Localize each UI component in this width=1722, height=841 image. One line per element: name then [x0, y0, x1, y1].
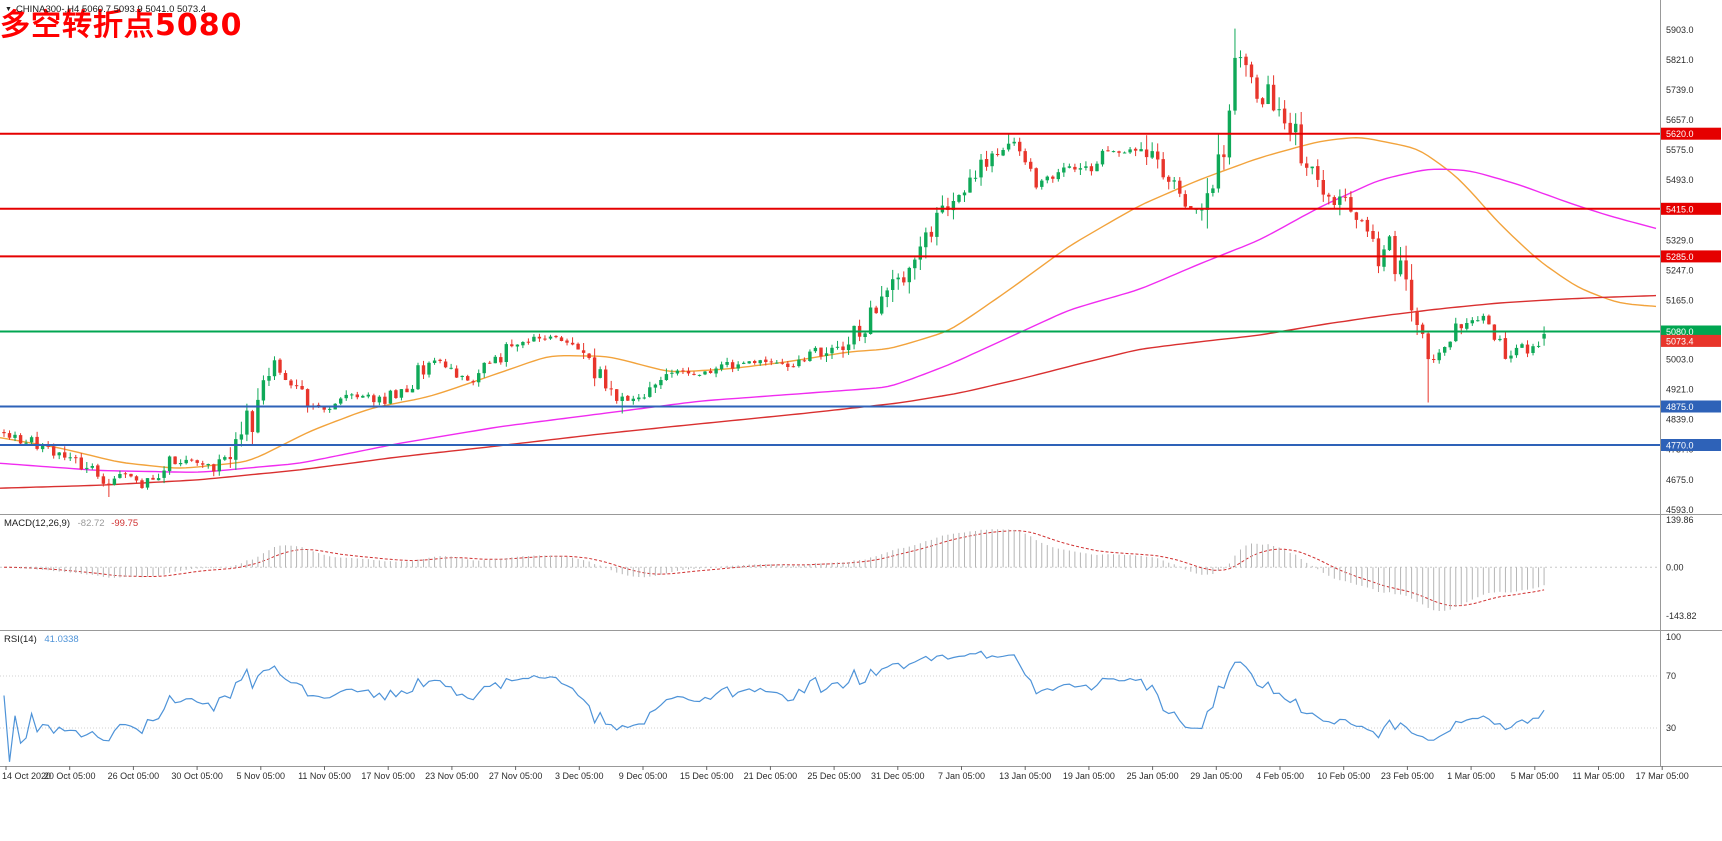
svg-text:5285.0: 5285.0 [1666, 252, 1694, 262]
svg-text:139.86: 139.86 [1666, 515, 1694, 525]
macd-signal-line [4, 530, 1545, 607]
svg-text:5 Nov 05:00: 5 Nov 05:00 [237, 771, 286, 781]
svg-text:0.00: 0.00 [1666, 562, 1684, 572]
svg-text:5247.0: 5247.0 [1666, 265, 1694, 275]
ma-mid-line [0, 168, 1657, 473]
macd-histogram [9, 529, 1545, 611]
ma-slow-line [0, 294, 1657, 489]
svg-text:5739.0: 5739.0 [1666, 85, 1694, 95]
pane-separators [0, 0, 1722, 767]
svg-text:17 Nov 05:00: 17 Nov 05:00 [361, 771, 415, 781]
level-price-tag[interactable]: 5620.0 [1661, 127, 1721, 140]
macd-indicator-label: MACD(12,26,9) -82.72 -99.75 [4, 518, 138, 529]
svg-text:5073.4: 5073.4 [1666, 336, 1694, 346]
svg-text:31 Dec 05:00: 31 Dec 05:00 [871, 771, 925, 781]
svg-text:-143.82: -143.82 [1666, 611, 1697, 621]
svg-text:9 Dec 05:00: 9 Dec 05:00 [619, 771, 668, 781]
current-price-tag[interactable]: 5073.4 [1661, 334, 1721, 347]
svg-text:25 Dec 05:00: 25 Dec 05:00 [807, 771, 861, 781]
level-price-tag[interactable]: 5415.0 [1661, 202, 1721, 215]
svg-text:5821.0: 5821.0 [1666, 55, 1694, 65]
rsi-indicator-label: RSI(14) 41.0338 [4, 634, 79, 645]
svg-text:26 Oct 05:00: 26 Oct 05:00 [108, 771, 160, 781]
svg-text:25 Jan 05:00: 25 Jan 05:00 [1127, 771, 1179, 781]
svg-text:19 Jan 05:00: 19 Jan 05:00 [1063, 771, 1115, 781]
svg-text:23 Nov 05:00: 23 Nov 05:00 [425, 771, 479, 781]
svg-text:5903.0: 5903.0 [1666, 25, 1694, 35]
svg-text:5657.0: 5657.0 [1666, 115, 1694, 125]
level-price-tag[interactable]: 5285.0 [1661, 250, 1721, 263]
svg-text:5575.0: 5575.0 [1666, 145, 1694, 155]
svg-text:4839.0: 4839.0 [1666, 415, 1694, 425]
svg-text:5329.0: 5329.0 [1666, 235, 1694, 245]
svg-text:15 Dec 05:00: 15 Dec 05:00 [680, 771, 734, 781]
svg-text:5003.0: 5003.0 [1666, 355, 1694, 365]
svg-text:11 Nov 05:00: 11 Nov 05:00 [298, 771, 351, 781]
candles-layer [2, 28, 1546, 497]
macd-name: MACD(12,26,9) [4, 518, 70, 529]
rsi-line [3, 650, 1545, 762]
svg-text:100: 100 [1666, 632, 1681, 642]
svg-text:11 Mar 05:00: 11 Mar 05:00 [1572, 771, 1624, 781]
svg-text:4 Feb 05:00: 4 Feb 05:00 [1256, 771, 1304, 781]
svg-text:10 Feb 05:00: 10 Feb 05:00 [1317, 771, 1370, 781]
svg-text:21 Dec 05:00: 21 Dec 05:00 [744, 771, 798, 781]
svg-text:5415.0: 5415.0 [1666, 204, 1694, 214]
svg-text:30 Oct 05:00: 30 Oct 05:00 [171, 771, 223, 781]
symbol-info-bar: ▼ CHINA300-,H4 5060.7 5093.9 5041.0 5073… [5, 4, 206, 15]
svg-text:20 Oct 05:00: 20 Oct 05:00 [44, 771, 96, 781]
svg-text:5165.0: 5165.0 [1666, 295, 1694, 305]
svg-text:4921.0: 4921.0 [1666, 385, 1694, 395]
svg-text:23 Feb 05:00: 23 Feb 05:00 [1381, 771, 1434, 781]
svg-text:27 Nov 05:00: 27 Nov 05:00 [489, 771, 543, 781]
svg-text:13 Jan 05:00: 13 Jan 05:00 [999, 771, 1051, 781]
svg-text:5620.0: 5620.0 [1666, 129, 1694, 139]
svg-text:5 Mar 05:00: 5 Mar 05:00 [1511, 771, 1559, 781]
svg-text:30: 30 [1666, 723, 1676, 733]
svg-text:5493.0: 5493.0 [1666, 175, 1694, 185]
svg-text:3 Dec 05:00: 3 Dec 05:00 [555, 771, 604, 781]
macd-signal-value: -99.75 [111, 518, 139, 529]
macd-main-value: -82.72 [77, 518, 105, 529]
macd-pane: 139.86 0.00 -143.82 [0, 515, 1697, 621]
symbol-dropdown-icon[interactable]: ▼ [5, 6, 12, 13]
moving-averages-layer [0, 136, 1657, 489]
level-price-tag[interactable]: 5080.0 [1661, 325, 1721, 338]
svg-text:4593.0: 4593.0 [1666, 505, 1694, 515]
svg-text:70: 70 [1666, 671, 1676, 681]
svg-text:4875.0: 4875.0 [1666, 402, 1694, 412]
symbol-ohlc-text: CHINA300-,H4 5060.7 5093.9 5041.0 5073.4 [15, 4, 207, 15]
svg-text:7 Jan 05:00: 7 Jan 05:00 [938, 771, 985, 781]
annotation-text[interactable]: 多空转折点5080 [0, 8, 243, 43]
level-price-tag[interactable]: 4875.0 [1661, 400, 1721, 413]
level-lines[interactable] [0, 132, 1660, 446]
svg-text:4770.0: 4770.0 [1666, 441, 1694, 451]
svg-text:14 Oct 2020: 14 Oct 2020 [2, 771, 51, 781]
svg-text:4675.0: 4675.0 [1666, 475, 1694, 485]
svg-text:17 Mar 05:00: 17 Mar 05:00 [1636, 771, 1689, 781]
rsi-value: 41.0338 [44, 634, 79, 645]
rsi-pane: 100 70 30 [0, 632, 1681, 762]
svg-text:29 Jan 05:00: 29 Jan 05:00 [1190, 771, 1242, 781]
svg-text:5080.0: 5080.0 [1666, 327, 1694, 337]
svg-text:1 Mar 05:00: 1 Mar 05:00 [1447, 771, 1495, 781]
rsi-name: RSI(14) [4, 634, 37, 645]
level-price-tag[interactable]: 4770.0 [1661, 439, 1721, 451]
